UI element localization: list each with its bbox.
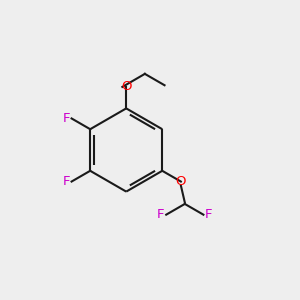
Text: O: O — [176, 175, 186, 188]
Text: F: F — [63, 175, 70, 188]
Text: F: F — [63, 112, 70, 125]
Text: F: F — [205, 208, 212, 221]
Text: F: F — [157, 208, 165, 221]
Text: O: O — [121, 80, 131, 93]
